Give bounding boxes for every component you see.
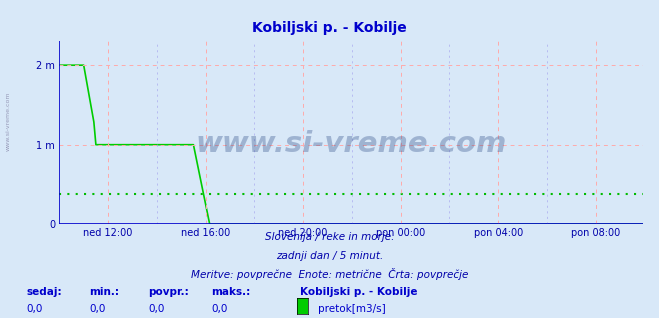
Text: povpr.:: povpr.: (148, 287, 189, 297)
Text: min.:: min.: (89, 287, 119, 297)
Text: Kobiljski p. - Kobilje: Kobiljski p. - Kobilje (300, 287, 417, 297)
Text: Slovenija / reke in morje.: Slovenija / reke in morje. (265, 232, 394, 242)
Text: sedaj:: sedaj: (26, 287, 62, 297)
Text: Meritve: povprečne  Enote: metrične  Črta: povprečje: Meritve: povprečne Enote: metrične Črta:… (191, 268, 468, 280)
Text: 0,0: 0,0 (211, 304, 227, 314)
Text: zadnji dan / 5 minut.: zadnji dan / 5 minut. (276, 251, 383, 261)
Text: maks.:: maks.: (211, 287, 250, 297)
Text: 0,0: 0,0 (148, 304, 165, 314)
Text: www.si-vreme.com: www.si-vreme.com (5, 91, 11, 151)
Text: 0,0: 0,0 (26, 304, 43, 314)
Text: Kobiljski p. - Kobilje: Kobiljski p. - Kobilje (252, 21, 407, 35)
Text: www.si-vreme.com: www.si-vreme.com (195, 130, 507, 158)
Text: pretok[m3/s]: pretok[m3/s] (318, 304, 386, 314)
Text: 0,0: 0,0 (89, 304, 105, 314)
